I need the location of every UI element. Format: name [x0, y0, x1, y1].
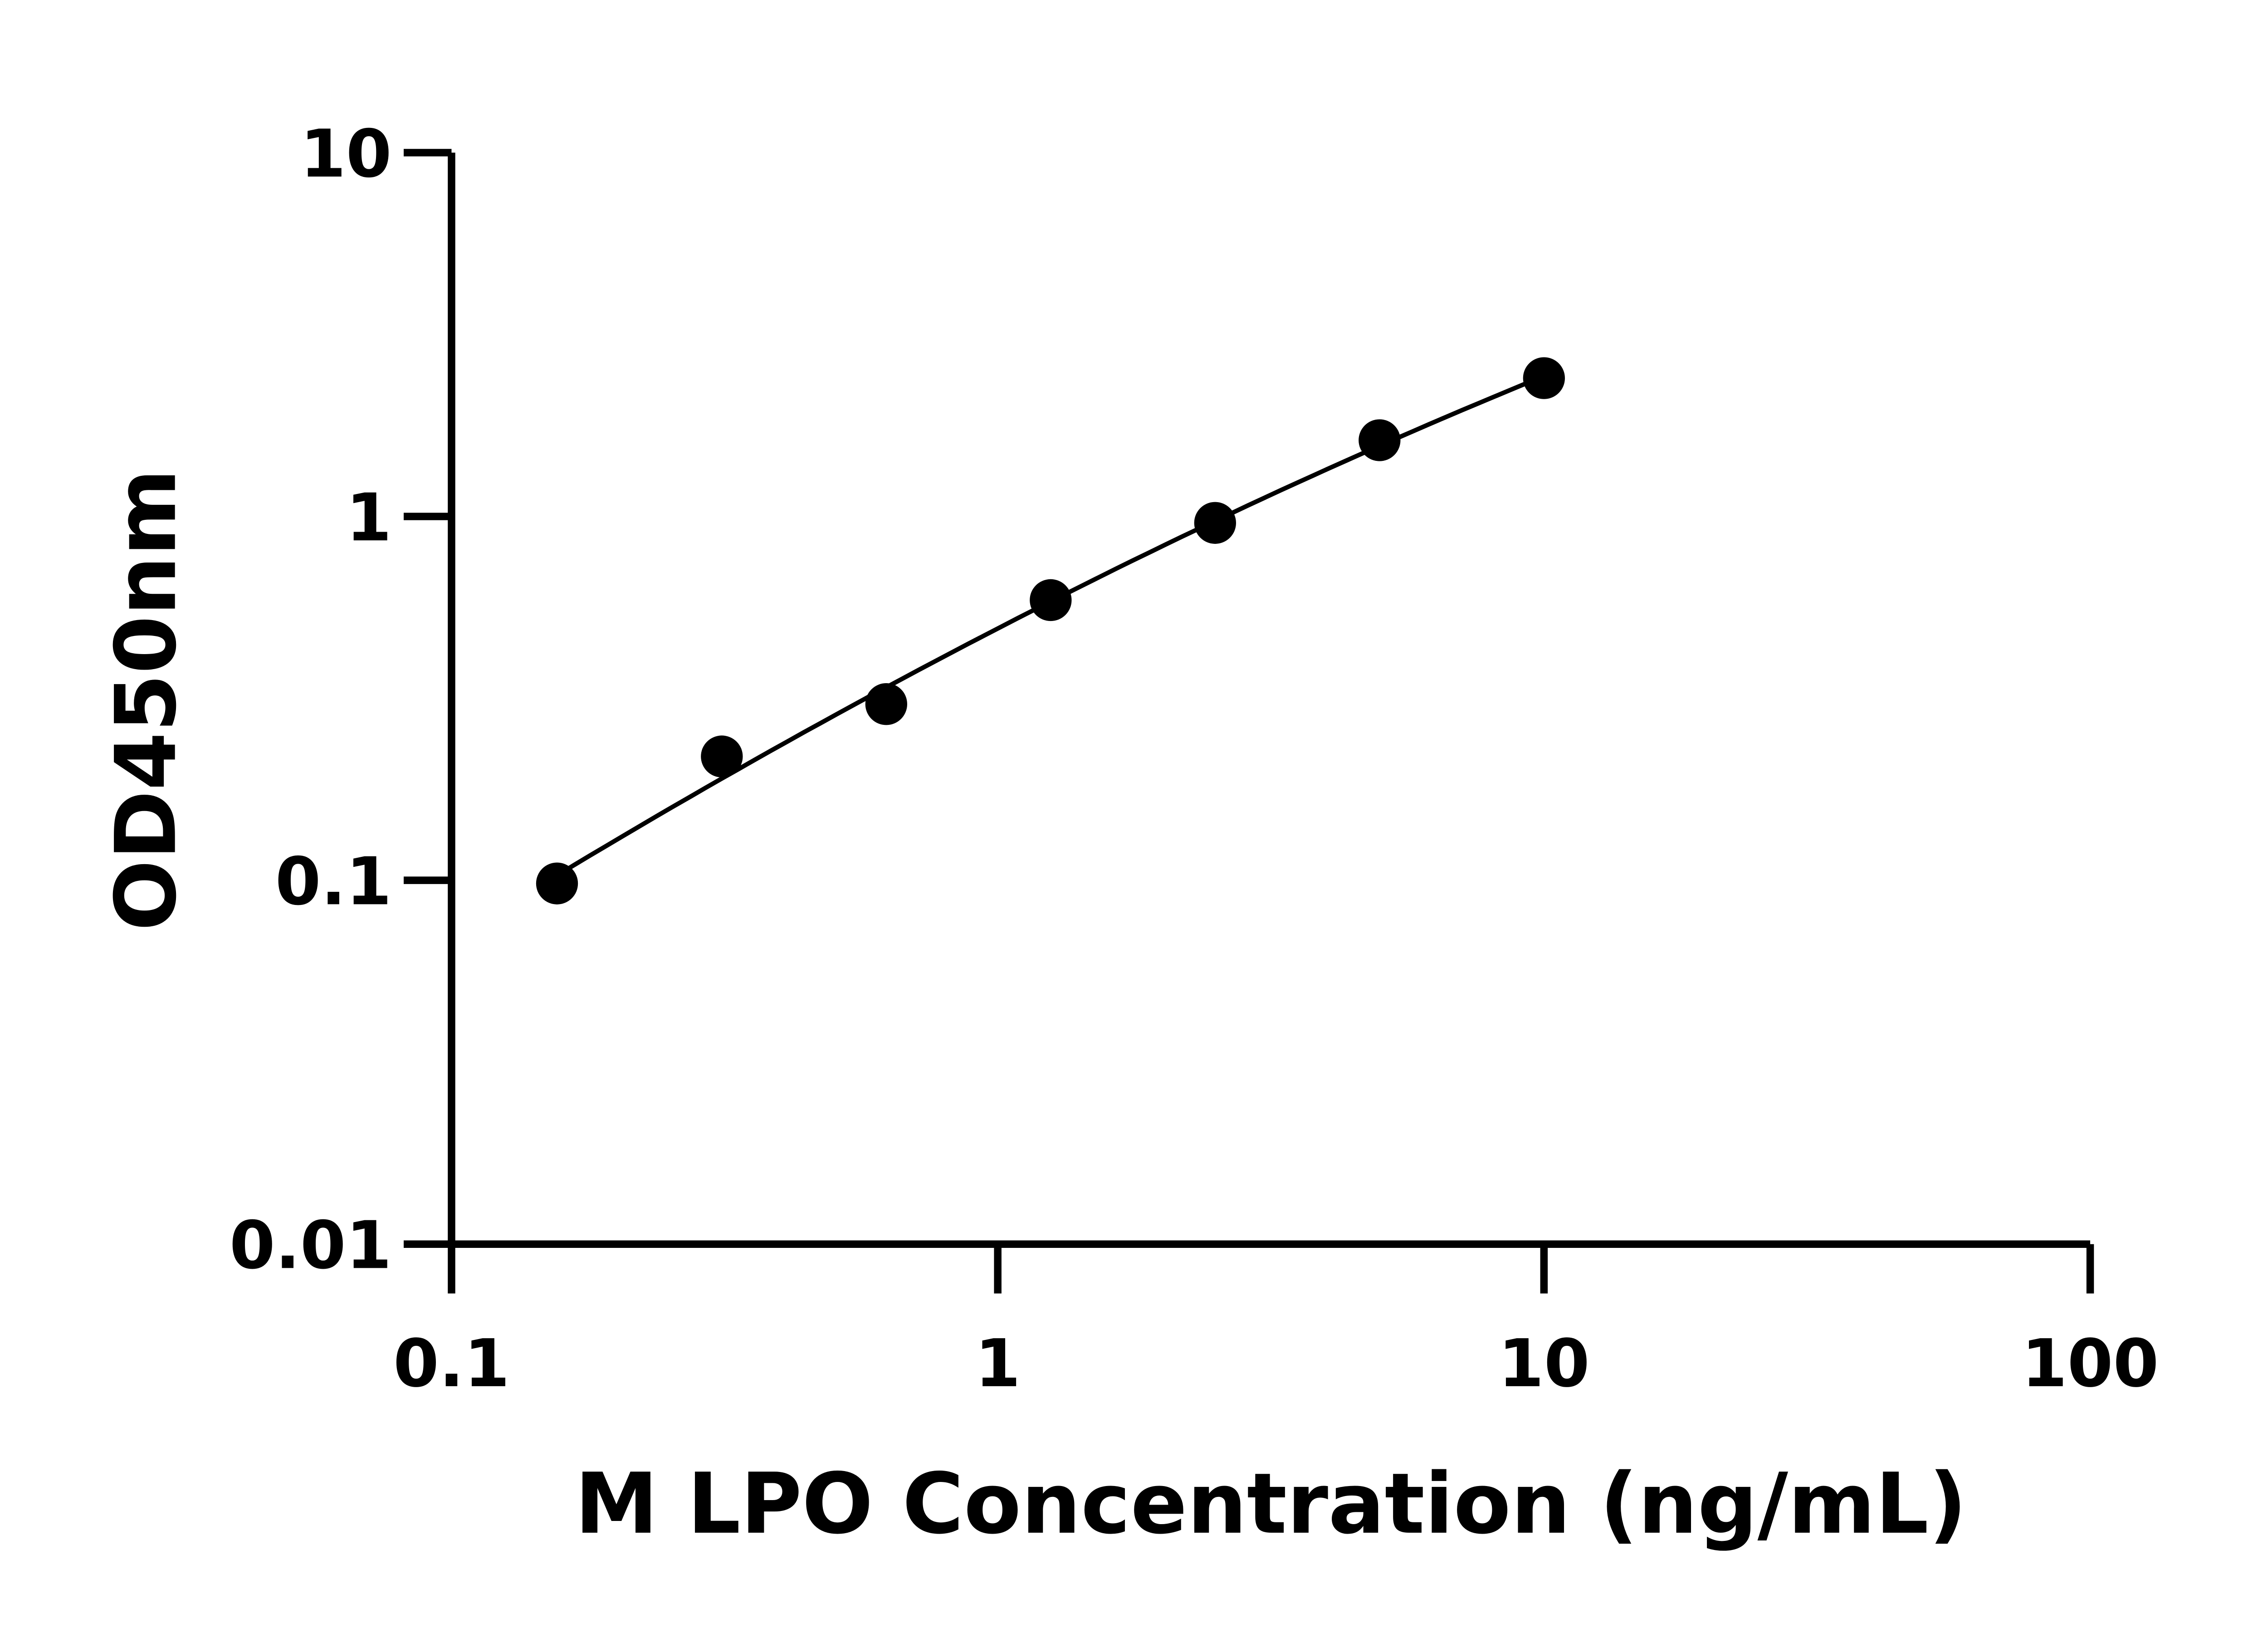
y-tick-label: 10	[300, 116, 392, 192]
data-point	[1030, 579, 1072, 621]
data-point	[536, 862, 578, 905]
data-point	[865, 683, 907, 725]
x-tick-label: 100	[2022, 1325, 2159, 1402]
y-axis-label: OD450nm	[98, 469, 195, 931]
y-tick-label: 0.01	[230, 1207, 392, 1284]
data-points	[536, 357, 1565, 905]
y-tick-label: 0.1	[275, 843, 392, 920]
y-tick-label: 1	[346, 479, 392, 556]
data-point	[1359, 419, 1401, 461]
x-tick-label: 10	[1498, 1325, 1590, 1402]
data-point	[1194, 502, 1236, 544]
x-axis-label: M LPO Concentration (ng/mL)	[575, 1455, 1967, 1553]
x-tick-label: 1	[975, 1325, 1021, 1402]
data-point	[701, 735, 743, 777]
data-point	[1523, 357, 1565, 399]
x-tick-label: 0.1	[393, 1325, 510, 1402]
